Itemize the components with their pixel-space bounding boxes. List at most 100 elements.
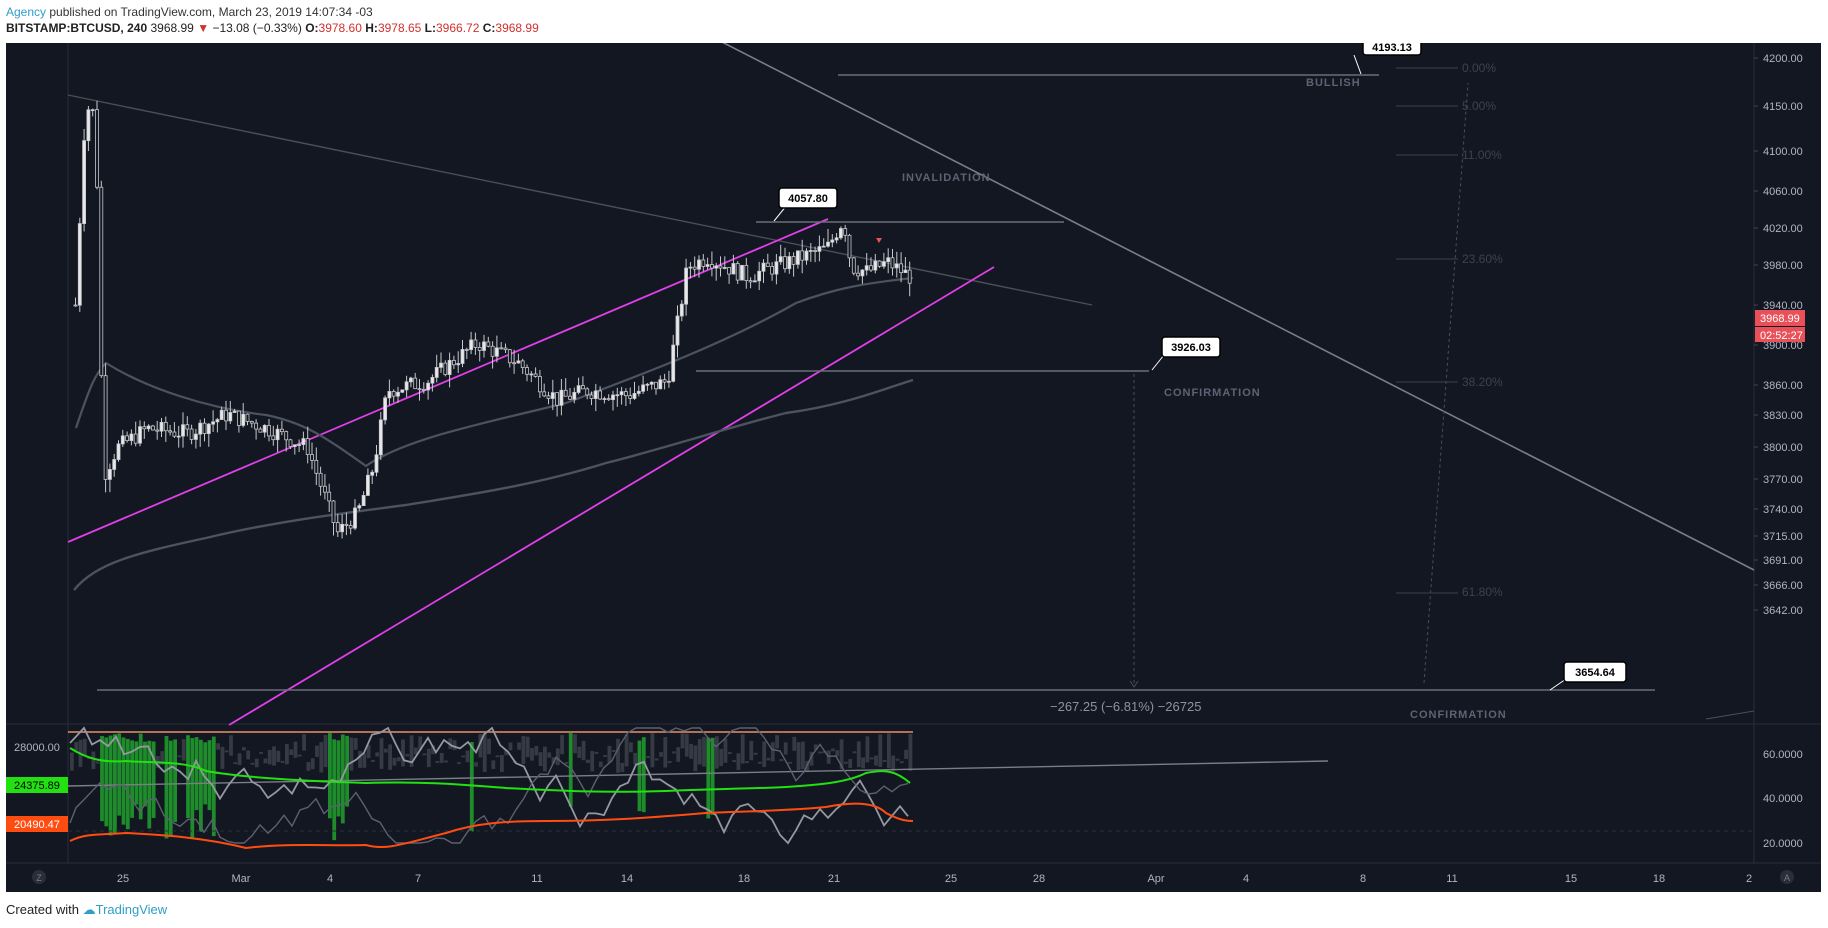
candle-body xyxy=(138,426,142,444)
channel-upper-line[interactable] xyxy=(67,218,829,543)
volume-bar xyxy=(908,734,913,771)
volume-bar xyxy=(865,736,870,763)
volume-bar xyxy=(190,738,195,839)
volume-bar xyxy=(371,759,375,762)
price-axis[interactable]: 4200.00 4150.00 4100.00 4060.00 4020.00 3980.… xyxy=(1754,53,1803,617)
volume-bar xyxy=(125,738,130,830)
callout-3654-text: 3654.64 xyxy=(1575,667,1616,679)
candle-body xyxy=(292,444,297,447)
volume-bar xyxy=(650,733,655,768)
candle-body xyxy=(417,388,422,391)
volume-bar xyxy=(740,734,745,764)
author-link[interactable]: Agency xyxy=(6,5,47,19)
candle-body xyxy=(464,349,469,351)
volume-bar xyxy=(233,762,238,765)
candle-body xyxy=(305,438,310,455)
candle-body xyxy=(95,109,99,188)
long-downtrend-line[interactable] xyxy=(718,43,1755,571)
tradingview-logo-icon: ☁ xyxy=(82,902,96,917)
price-tick: 3800.00 xyxy=(1763,442,1803,454)
candle-body xyxy=(821,245,826,248)
volume-bar xyxy=(831,748,835,752)
candle-body xyxy=(241,413,246,426)
channel-lower-line[interactable] xyxy=(228,266,995,726)
candle-body xyxy=(400,389,405,393)
volume-bar xyxy=(216,743,220,750)
volume-bar xyxy=(560,735,564,755)
volume-bar xyxy=(495,755,500,758)
price-tick: 3666.00 xyxy=(1763,580,1803,592)
candle-body xyxy=(322,485,327,493)
auto-scale-button-label: A xyxy=(1784,873,1790,883)
volume-bar xyxy=(168,740,173,836)
volume-bar xyxy=(616,738,620,773)
volume-bar xyxy=(276,750,281,763)
candle-body xyxy=(787,256,792,270)
candle-body xyxy=(645,383,650,386)
candle-body xyxy=(254,422,259,430)
volume-bar xyxy=(426,748,431,768)
fib-level-labels: 0.00% 5.00% 11.00% 23.60% 38.20% 61.80% xyxy=(1462,61,1503,599)
candle-body xyxy=(267,424,271,437)
volume-bar xyxy=(551,757,556,764)
time-tick: 15 xyxy=(1565,873,1577,885)
moving-average-short xyxy=(74,276,914,468)
volume-bar xyxy=(422,753,427,756)
candle-body xyxy=(899,263,903,274)
volume-bar xyxy=(289,749,294,756)
zoom-button[interactable] xyxy=(32,870,46,884)
volume-bar xyxy=(280,760,285,763)
time-axis[interactable]: 25 Mar 4 7 11 14 18 21 25 28 Apr 4 8 11 15 18 2 xyxy=(117,873,1752,885)
candle-body xyxy=(275,428,280,441)
fib-label-61: 61.80% xyxy=(1462,585,1503,599)
volume-bar xyxy=(164,736,169,839)
volume-bar xyxy=(874,755,878,766)
volume-bar xyxy=(297,754,302,757)
volume-tag-green-text: 24375.89 xyxy=(14,780,60,792)
candle-body xyxy=(679,303,684,317)
symbol-label: BITSTAMP:BTCUSD, 240 xyxy=(6,21,148,35)
callout-3926-box[interactable] xyxy=(1161,336,1221,358)
callout-3654-box[interactable] xyxy=(1563,661,1627,683)
volume-bar xyxy=(431,745,435,755)
candle-body xyxy=(890,257,895,269)
volume-bar xyxy=(835,750,840,757)
tradingview-link[interactable]: TradingView xyxy=(95,902,168,917)
downtrend-line[interactable] xyxy=(67,94,1093,306)
candle-body xyxy=(684,267,688,305)
volume-bar xyxy=(891,755,896,772)
candle-body xyxy=(396,391,400,397)
callout-4193-box[interactable] xyxy=(1362,43,1422,56)
callout-4057-box[interactable] xyxy=(778,187,838,209)
price-tick: 3740.00 xyxy=(1763,504,1803,516)
time-tick: 8 xyxy=(1360,873,1366,885)
volume-bar xyxy=(783,742,788,755)
volume-bar xyxy=(736,753,741,770)
chart-area[interactable]: 0.00% 5.00% 11.00% 23.60% 38.20% 61.80% … xyxy=(6,43,1821,892)
zoom-button-label: Z xyxy=(36,873,42,883)
candle-body xyxy=(378,419,383,456)
candle-body xyxy=(529,373,534,376)
candle-body xyxy=(538,376,542,393)
candle-body xyxy=(830,239,835,243)
volume-bar xyxy=(474,762,478,767)
volume-bar xyxy=(478,733,483,758)
volume-bar xyxy=(439,752,444,763)
candle-body xyxy=(86,109,91,142)
volume-bar xyxy=(285,744,289,765)
time-tick: 28 xyxy=(1033,873,1045,885)
volume-bar xyxy=(100,735,104,822)
volume-bar xyxy=(396,757,401,762)
candle-body xyxy=(245,413,250,422)
auto-scale-button[interactable] xyxy=(1780,870,1794,884)
candle-body xyxy=(507,349,512,364)
volume-bar xyxy=(607,745,612,763)
price-chart-svg[interactable]: 0.00% 5.00% 11.00% 23.60% 38.20% 61.80% … xyxy=(6,43,1821,892)
volume-bar xyxy=(405,753,410,757)
candle-body xyxy=(494,347,499,357)
countdown-tag-text: 02:52:27 xyxy=(1760,330,1803,342)
volume-bar xyxy=(826,750,831,764)
volume-bar xyxy=(117,733,122,816)
candle-body xyxy=(697,259,701,270)
candle-body xyxy=(430,377,435,384)
